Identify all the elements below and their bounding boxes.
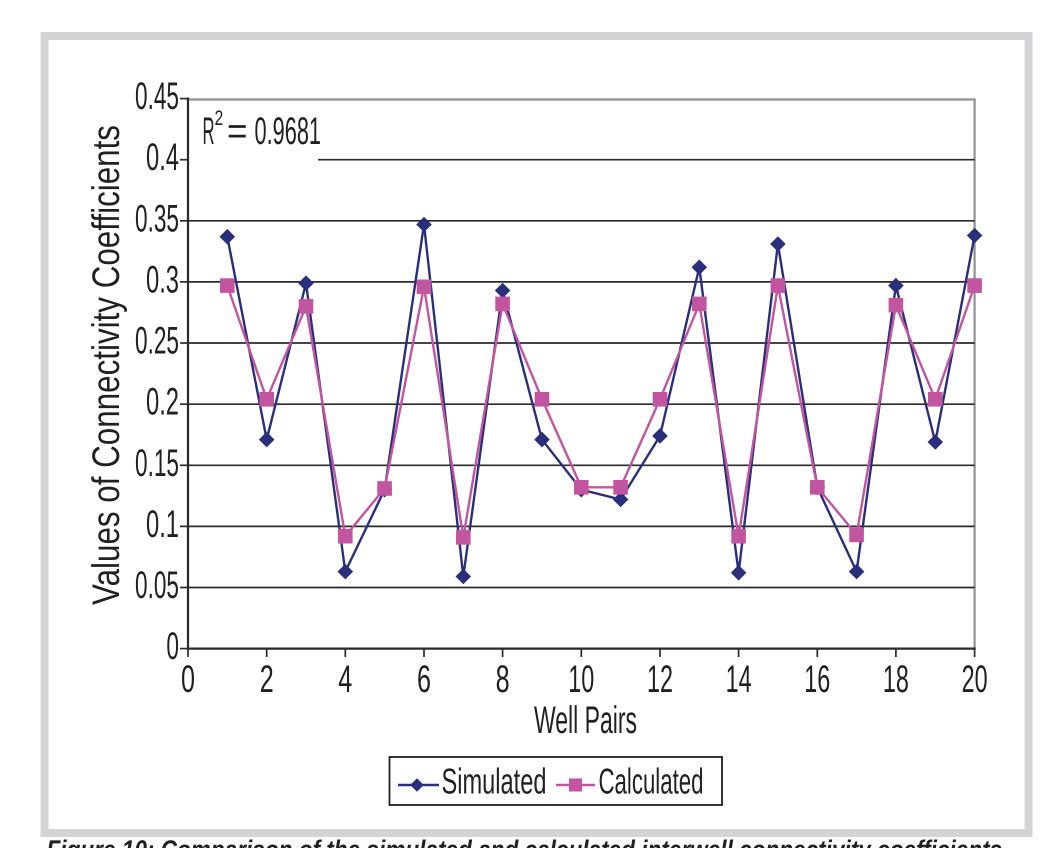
svg-text:Simulated: Simulated	[442, 761, 547, 802]
svg-text:0.4: 0.4	[146, 136, 179, 179]
svg-text:0.15: 0.15	[135, 442, 179, 485]
svg-text:0.2: 0.2	[146, 381, 179, 424]
svg-text:Figure 10: Comparison of the s: Figure 10: Comparison of the simulated a…	[47, 835, 1009, 848]
svg-text:0.25: 0.25	[135, 320, 179, 363]
svg-text:Well Pairs: Well Pairs	[534, 699, 637, 742]
svg-text:0.35: 0.35	[135, 197, 179, 240]
svg-text:R: R	[203, 110, 215, 153]
svg-text:10: 10	[568, 658, 594, 701]
svg-text:20: 20	[962, 658, 988, 701]
svg-text:4: 4	[338, 658, 352, 701]
svg-text:2: 2	[215, 107, 224, 130]
svg-text:Calculated: Calculated	[599, 761, 704, 802]
svg-text:0: 0	[181, 658, 195, 701]
svg-text:Values of Connectivity Coeffic: Values of Connectivity Coefficients	[85, 125, 128, 605]
svg-text:18: 18	[883, 658, 909, 701]
svg-text:12: 12	[647, 658, 673, 701]
svg-text:14: 14	[726, 658, 752, 701]
svg-text:=: =	[227, 110, 248, 153]
svg-text:0.45: 0.45	[135, 75, 179, 118]
svg-text:16: 16	[804, 658, 830, 701]
svg-text:0: 0	[166, 625, 179, 668]
svg-text:0.9681: 0.9681	[255, 110, 322, 153]
svg-text:6: 6	[417, 658, 431, 701]
svg-text:2: 2	[260, 658, 274, 701]
svg-text:0.05: 0.05	[135, 564, 179, 607]
svg-text:0.3: 0.3	[146, 258, 179, 301]
svg-text:0.1: 0.1	[146, 503, 179, 546]
svg-text:8: 8	[496, 658, 510, 701]
